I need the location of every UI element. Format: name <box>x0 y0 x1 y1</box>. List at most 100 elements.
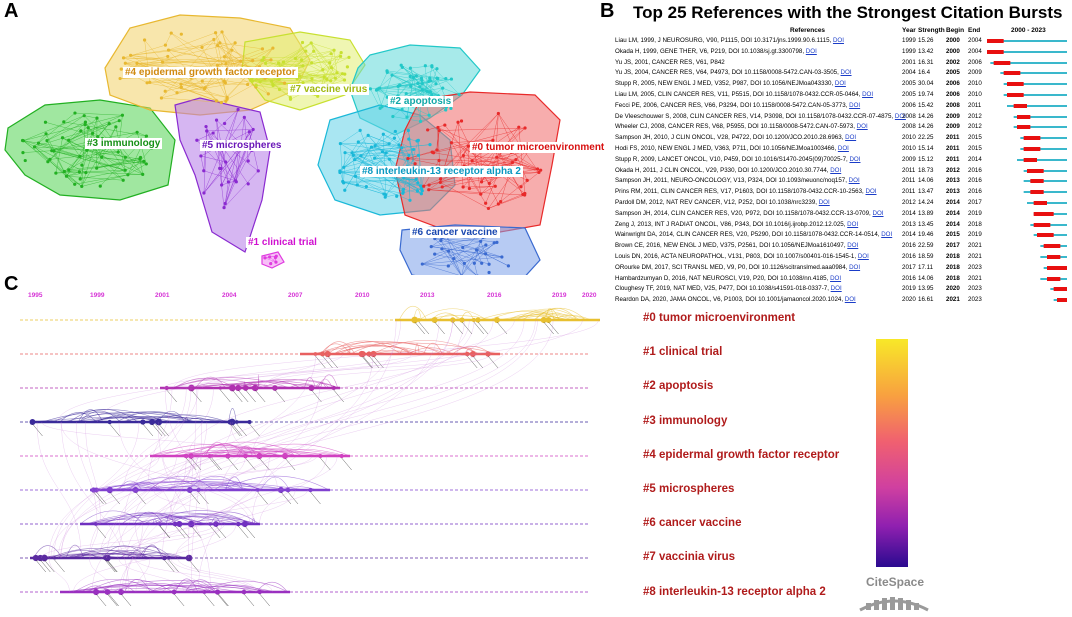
doi-link[interactable]: DOI <box>840 69 852 77</box>
doi-link[interactable]: DOI <box>849 263 861 271</box>
network-node <box>135 130 139 134</box>
citation-arc <box>80 580 267 593</box>
timeline-node <box>545 316 552 324</box>
network-node <box>416 81 420 86</box>
cluster-label: #8 interleukin-13 receptor alpha 2 <box>360 166 523 177</box>
doi-link[interactable]: DOI <box>832 37 844 44</box>
citation-arc <box>418 308 487 321</box>
node-label-mark <box>414 321 425 335</box>
network-node <box>126 173 130 177</box>
header-year: Year <box>902 27 916 34</box>
timeline-node <box>464 351 470 357</box>
citation-arc <box>101 545 147 559</box>
doi-link[interactable]: DOI <box>881 231 893 239</box>
cluster-label: #2 apoptosis <box>388 96 454 107</box>
timeline-node <box>235 384 242 392</box>
network-edge <box>422 263 460 275</box>
network-edge <box>504 127 526 145</box>
timeline-node <box>210 454 214 458</box>
doi-link[interactable]: DOI <box>818 199 830 206</box>
network-node <box>366 133 370 137</box>
doi-link[interactable]: DOI <box>844 296 856 304</box>
network-edge <box>311 42 335 51</box>
burst-year: 2011 <box>902 188 916 196</box>
doi-link[interactable]: DOI <box>805 47 817 55</box>
doi-link[interactable]: DOI <box>865 188 877 196</box>
burst-reference: Hambardzumyan D, 2016, NAT NEUROSCI, V19… <box>615 274 842 282</box>
doi-link[interactable]: DOI <box>830 285 842 293</box>
citation-arc <box>150 451 206 457</box>
timeline-node <box>339 453 344 459</box>
network-edge <box>358 141 402 149</box>
network-edge <box>448 242 495 267</box>
network-node <box>297 74 302 78</box>
cross-cluster-link <box>99 319 554 559</box>
node-label-mark <box>168 559 179 573</box>
network-node <box>222 79 226 83</box>
doi-link[interactable]: DOI <box>849 155 861 163</box>
network-node <box>21 151 25 155</box>
doi-link[interactable]: DOI <box>847 242 859 250</box>
node-label-mark <box>487 355 499 369</box>
legend-item: #7 vaccinia virus <box>643 551 736 564</box>
network-node <box>211 131 215 135</box>
network-edge <box>202 80 226 83</box>
burst-segment <box>1003 71 1021 76</box>
network-node <box>461 245 465 250</box>
network-edge <box>469 186 496 189</box>
network-node <box>142 159 146 163</box>
network-node <box>420 186 424 190</box>
doi-link[interactable]: DOI <box>837 145 849 152</box>
doi-link[interactable]: DOI <box>856 123 868 131</box>
network-node <box>460 274 463 275</box>
network-node <box>472 261 476 265</box>
doi-link[interactable]: DOI <box>830 274 842 282</box>
burst-begin: 2018 <box>946 263 960 271</box>
doi-link[interactable]: DOI <box>872 209 884 217</box>
burst-end: 2010 <box>968 91 982 98</box>
colorbar <box>876 339 908 567</box>
network-edge <box>23 140 49 162</box>
network-edge <box>161 97 222 103</box>
burst-strength: 15.12 <box>918 155 934 163</box>
doi-link[interactable]: DOI <box>894 112 906 120</box>
doi-link[interactable]: DOI <box>857 253 869 260</box>
citation-arc <box>90 515 258 525</box>
network-node <box>428 76 432 80</box>
doi-link[interactable]: DOI <box>847 220 859 228</box>
doi-link[interactable]: DOI <box>862 91 874 98</box>
burst-reference: Stupp R, 2009, LANCET ONCOL, V10, P459, … <box>615 155 861 163</box>
network-node <box>393 129 397 134</box>
node-label-mark <box>229 423 241 437</box>
doi-link[interactable]: DOI <box>845 134 857 142</box>
network-edge <box>74 174 128 185</box>
cross-cluster-link <box>122 489 296 559</box>
doi-link[interactable]: DOI <box>849 101 861 109</box>
network-node <box>250 79 254 83</box>
network-node <box>226 180 230 184</box>
burst-begin: 2005 <box>946 69 960 77</box>
cross-cluster-link <box>221 319 525 491</box>
network-edge <box>428 127 519 190</box>
doi-link[interactable]: DOI <box>830 166 842 174</box>
doi-link[interactable]: DOI <box>848 177 860 185</box>
citation-arc <box>89 417 176 423</box>
doi-link[interactable]: DOI <box>834 80 846 88</box>
burst-year: 2016 <box>902 242 916 250</box>
timeline-node <box>164 386 169 390</box>
citation-arc <box>178 450 347 457</box>
burst-reference: Cloughesy TF, 2019, NAT MED, V25, P477, … <box>615 285 842 293</box>
citation-arc <box>350 342 442 355</box>
node-label-mark <box>215 525 227 539</box>
timeline-node <box>158 522 162 526</box>
network-node <box>78 154 82 159</box>
cross-cluster-link <box>188 387 197 559</box>
burst-timeline-bar <box>1040 255 1067 259</box>
timeline-node <box>242 385 249 391</box>
node-label-mark <box>280 491 292 505</box>
cross-cluster-link <box>90 523 99 559</box>
network-node <box>418 119 423 123</box>
network-node <box>52 149 56 153</box>
network-node <box>262 55 266 60</box>
burst-begin: 2009 <box>946 123 960 131</box>
